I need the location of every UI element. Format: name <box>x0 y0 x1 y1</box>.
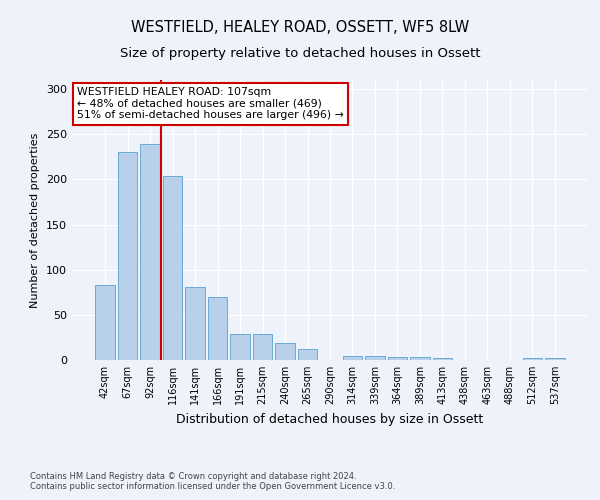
Bar <box>365 356 385 360</box>
Bar <box>208 297 227 360</box>
Bar <box>343 356 362 360</box>
Text: WESTFIELD, HEALEY ROAD, OSSETT, WF5 8LW: WESTFIELD, HEALEY ROAD, OSSETT, WF5 8LW <box>131 20 469 35</box>
Bar <box>275 343 295 360</box>
Text: Contains HM Land Registry data © Crown copyright and database right 2024.: Contains HM Land Registry data © Crown c… <box>30 472 356 481</box>
Bar <box>388 358 407 360</box>
Text: WESTFIELD HEALEY ROAD: 107sqm
← 48% of detached houses are smaller (469)
51% of : WESTFIELD HEALEY ROAD: 107sqm ← 48% of d… <box>77 87 344 120</box>
Bar <box>433 358 452 360</box>
Bar <box>545 358 565 360</box>
Bar <box>95 285 115 360</box>
Text: Size of property relative to detached houses in Ossett: Size of property relative to detached ho… <box>120 48 480 60</box>
Bar <box>230 334 250 360</box>
Bar <box>298 349 317 360</box>
X-axis label: Distribution of detached houses by size in Ossett: Distribution of detached houses by size … <box>176 412 484 426</box>
Bar <box>410 358 430 360</box>
Bar <box>163 176 182 360</box>
Bar <box>118 152 137 360</box>
Text: Contains public sector information licensed under the Open Government Licence v3: Contains public sector information licen… <box>30 482 395 491</box>
Bar <box>185 287 205 360</box>
Y-axis label: Number of detached properties: Number of detached properties <box>31 132 40 308</box>
Bar <box>523 358 542 360</box>
Bar <box>253 334 272 360</box>
Bar <box>140 144 160 360</box>
